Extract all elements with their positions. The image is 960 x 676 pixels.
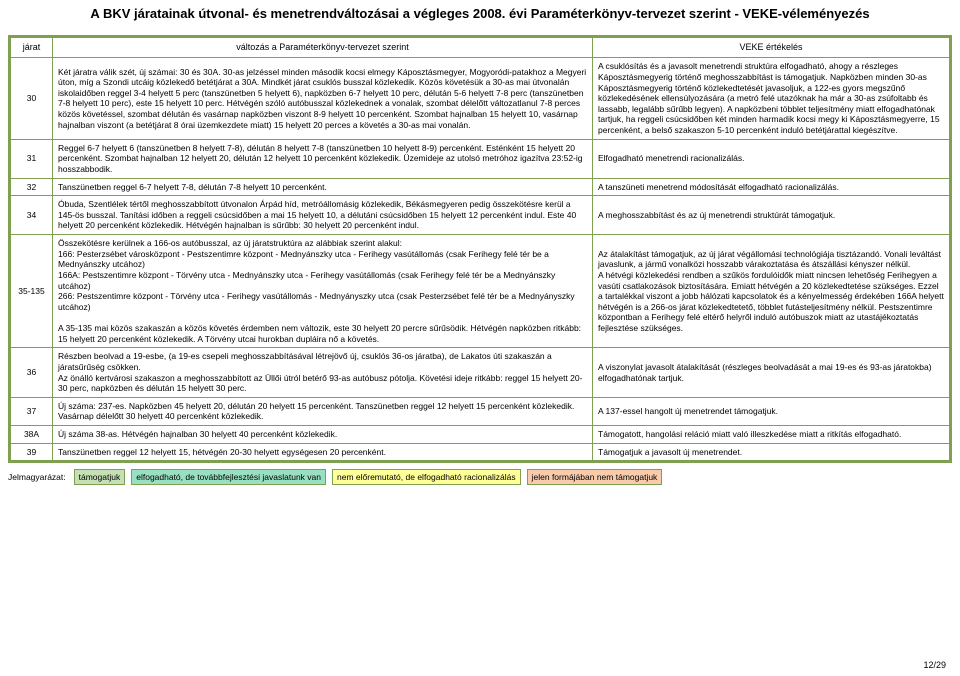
table-row: 31 Reggel 6-7 helyett 6 (tanszünetben 8 …: [11, 139, 950, 178]
cell-num: 39: [11, 443, 53, 461]
page-title: A BKV járatainak útvonal- és menetrendvá…: [0, 0, 960, 35]
legend-box-acceptable: elfogadható, de továbbfejlesztési javasl…: [131, 469, 326, 485]
table-row: 30 Két járatra válik szét, új számai: 30…: [11, 58, 950, 139]
cell-veke: A csuklósítás és a javasolt menetrendi s…: [593, 58, 950, 139]
cell-num: 37: [11, 397, 53, 425]
cell-num: 31: [11, 139, 53, 178]
table-row: 37 Új száma: 237-es. Napközben 45 helyet…: [11, 397, 950, 425]
cell-veke: Támogatjuk a javasolt új menetrendet.: [593, 443, 950, 461]
cell-valt: Új száma 38-as. Hétvégén hajnalban 30 he…: [53, 426, 593, 444]
table-row: 32 Tanszünetben reggel 6-7 helyett 7-8, …: [11, 178, 950, 196]
cell-valt: Reggel 6-7 helyett 6 (tanszünetben 8 hel…: [53, 139, 593, 178]
cell-veke: Az átalakítást támogatjuk, az új járat v…: [593, 235, 950, 348]
header-veke: VEKE értékelés: [593, 38, 950, 58]
legend-box-support: támogatjuk: [74, 469, 126, 485]
header-jarat: járat: [11, 38, 53, 58]
table-header-row: járat változás a Paraméterkönyv-tervezet…: [11, 38, 950, 58]
table-row: 38A Új száma 38-as. Hétvégén hajnalban 3…: [11, 426, 950, 444]
cell-valt: Tanszünetben reggel 12 helyett 15, hétvé…: [53, 443, 593, 461]
cell-num: 36: [11, 348, 53, 398]
cell-num: 30: [11, 58, 53, 139]
cell-num: 35-135: [11, 235, 53, 348]
cell-valt: Új száma: 237-es. Napközben 45 helyett 2…: [53, 397, 593, 425]
cell-veke: Támogatott, hangolási reláció miatt való…: [593, 426, 950, 444]
cell-num: 32: [11, 178, 53, 196]
cell-veke: A 137-essel hangolt új menetrendet támog…: [593, 397, 950, 425]
legend: Jelmagyarázat: támogatjuk elfogadható, d…: [8, 469, 952, 485]
cell-num: 34: [11, 196, 53, 235]
legend-label: Jelmagyarázat:: [8, 472, 66, 482]
cell-valt: Két járatra válik szét, új számai: 30 és…: [53, 58, 593, 139]
cell-veke: A meghosszabbítást és az új menetrendi s…: [593, 196, 950, 235]
changes-table: járat változás a Paraméterkönyv-tervezet…: [10, 37, 950, 461]
legend-box-neutral: nem előremutató, de elfogadható racional…: [332, 469, 521, 485]
table-row: 35-135 Összekötésre kerülnek a 166-os au…: [11, 235, 950, 348]
cell-valt: Összekötésre kerülnek a 166-os autóbussz…: [53, 235, 593, 348]
page-number: 12/29: [923, 660, 946, 670]
table-row: 34 Óbuda, Szentlélek tértől meghosszabbí…: [11, 196, 950, 235]
cell-valt: Részben beolvad a 19-esbe, (a 19-es csep…: [53, 348, 593, 398]
cell-veke: A viszonylat javasolt átalakítását (rész…: [593, 348, 950, 398]
table-wrapper: járat változás a Paraméterkönyv-tervezet…: [8, 35, 952, 463]
cell-veke: A tanszüneti menetrend módosítását elfog…: [593, 178, 950, 196]
cell-valt: Óbuda, Szentlélek tértől meghosszabbítot…: [53, 196, 593, 235]
table-row: 36 Részben beolvad a 19-esbe, (a 19-es c…: [11, 348, 950, 398]
cell-valt: Tanszünetben reggel 6-7 helyett 7-8, dél…: [53, 178, 593, 196]
cell-num: 38A: [11, 426, 53, 444]
table-row: 39 Tanszünetben reggel 12 helyett 15, hé…: [11, 443, 950, 461]
legend-box-oppose: jelen formájában nem támogatjuk: [527, 469, 663, 485]
header-valtozas: változás a Paraméterkönyv-tervezet szeri…: [53, 38, 593, 58]
cell-veke: Elfogadható menetrendi racionalizálás.: [593, 139, 950, 178]
